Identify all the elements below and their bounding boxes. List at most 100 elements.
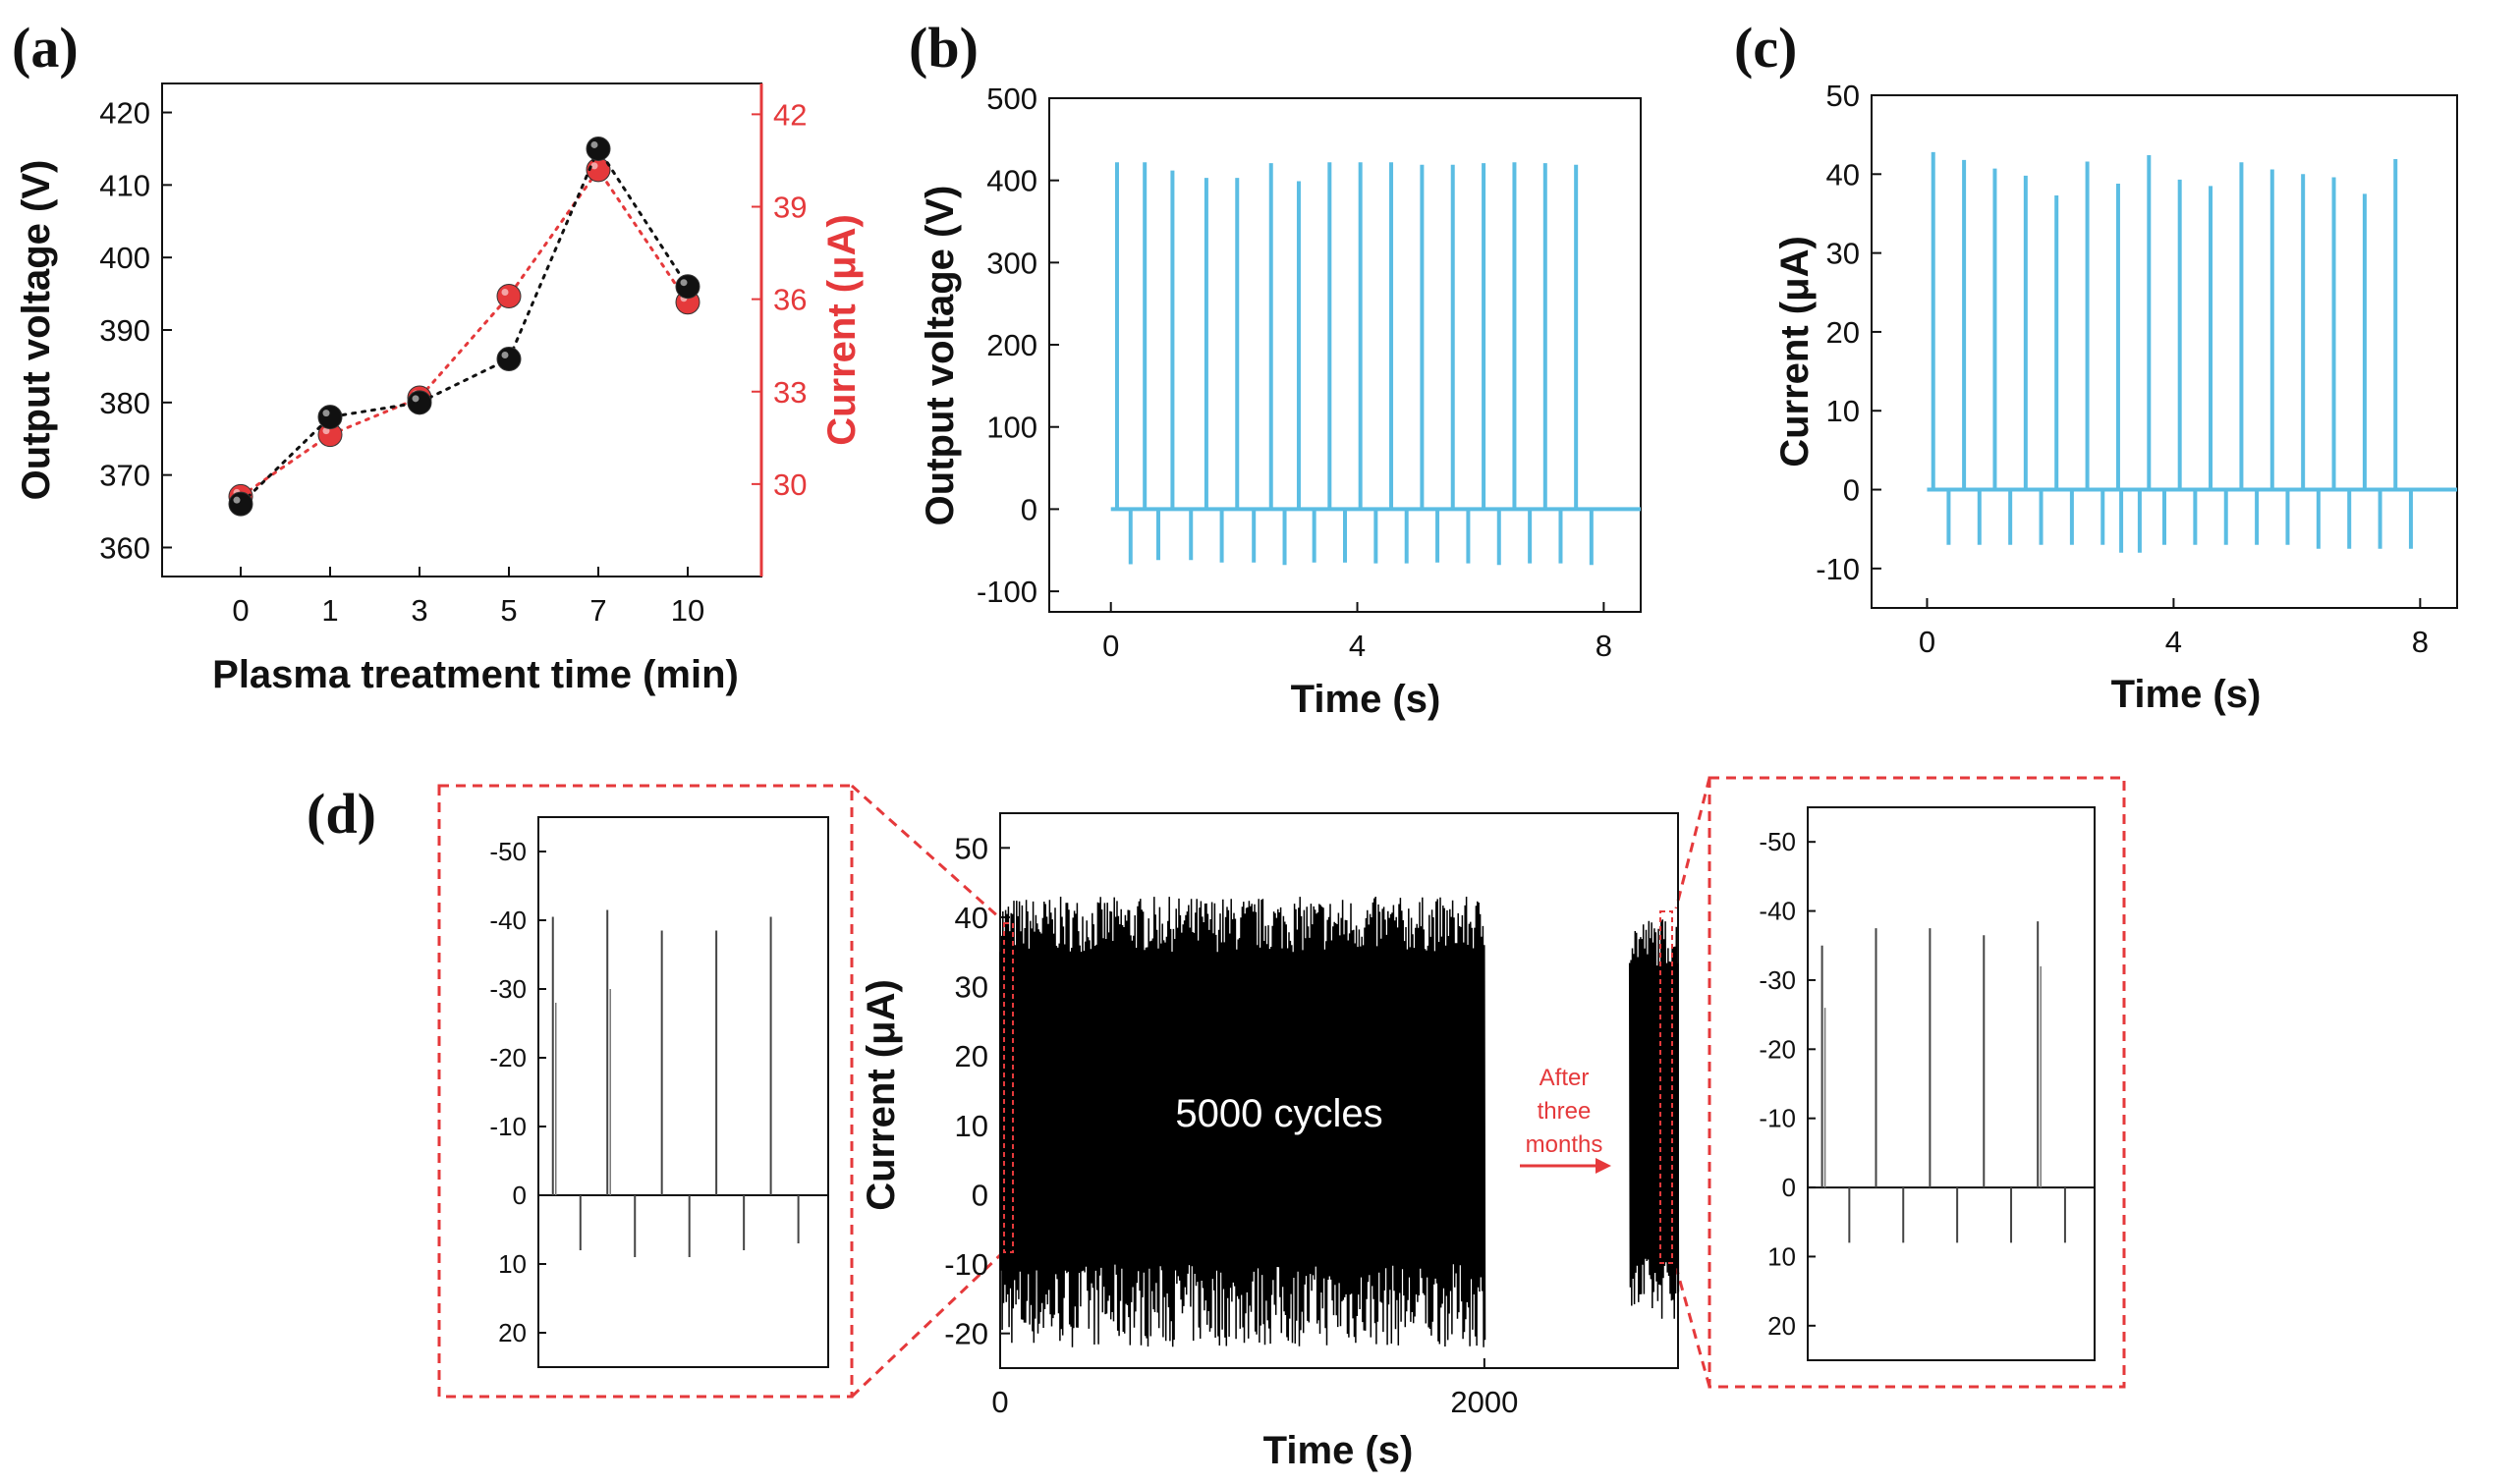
- a-voltage-point-highlight: [233, 496, 241, 504]
- panel-b-y-ticks: -100 0 100 200 300 400 500: [977, 82, 1059, 609]
- panel-b: (b) -100 0 100 200 300 400 500 0 4 8 Time (s) Ou…: [909, 16, 1642, 721]
- right-inset-ytick-label: 0: [1782, 1173, 1796, 1202]
- right-inset: -50 -40 -30 -20 -10 0 10 20: [1759, 827, 2095, 1341]
- right-zoom-connector-top: [1674, 777, 1711, 909]
- c-ytick-label: -10: [1816, 552, 1860, 586]
- panel-b-ylabel: Output voltage (V): [919, 186, 962, 526]
- a-current-line: [239, 167, 690, 498]
- b-ytick-label: 200: [986, 328, 1037, 362]
- arrow-label-line-3: months: [1526, 1131, 1603, 1158]
- d-ytick-label: 30: [955, 970, 988, 1005]
- a-voltage-point: [586, 136, 611, 161]
- a-current-point-highlight: [590, 162, 598, 170]
- c-ytick-label: 30: [1826, 237, 1860, 271]
- left-inset-ytick-label: -30: [489, 974, 527, 1004]
- right-inset-ytick-label: 10: [1767, 1241, 1796, 1271]
- b-ytick-label: 400: [986, 164, 1037, 198]
- c-ytick-label: 40: [1826, 157, 1860, 192]
- a-y2tick-label: 42: [773, 97, 807, 132]
- panel-d-trace: [999, 896, 1680, 1347]
- left-inset-frame: [537, 816, 829, 1368]
- d-ytick-label: 0: [972, 1178, 988, 1212]
- d-trace-segment-2: [1628, 919, 1680, 1319]
- right-inset-ytick-label: -30: [1759, 965, 1796, 995]
- a-xtick-label: 0: [232, 593, 249, 628]
- b-xtick-label: 4: [1349, 629, 1366, 663]
- a-ytick-label: 410: [99, 168, 150, 202]
- right-inset-ytick-label: -10: [1759, 1104, 1796, 1133]
- d-ytick-label: 50: [955, 831, 988, 865]
- left-zoom-region-marker: [1003, 922, 1014, 1253]
- left-inset-ytick-label: -20: [489, 1043, 527, 1072]
- a-current-point-highlight: [322, 427, 330, 435]
- d-ytick-label: -20: [944, 1317, 988, 1351]
- panel-c-ylabel: Current (μA): [1773, 236, 1817, 467]
- b-xtick-label: 8: [1596, 629, 1612, 663]
- arrow-label-line-1: After: [1540, 1065, 1590, 1091]
- d-ytick-label: 20: [955, 1039, 988, 1073]
- a-voltage-point: [496, 347, 522, 372]
- a-xtick-label: 1: [321, 593, 338, 628]
- c-xtick-label: 8: [2412, 625, 2429, 659]
- left-inset: -50 -40 -30 -20 -10 0 10 20: [489, 837, 828, 1347]
- left-inset-ytick-label: -50: [489, 837, 527, 866]
- left-inset-ytick-label: 0: [513, 1181, 527, 1210]
- a-ytick-label: 420: [99, 96, 150, 131]
- a-voltage-point-highlight: [680, 279, 688, 287]
- panel-a-letter: (a): [12, 16, 79, 80]
- c-xtick-label: 4: [2165, 625, 2182, 659]
- b-ytick-label: 100: [986, 411, 1037, 445]
- c-ytick-label: 0: [1843, 473, 1860, 508]
- a-voltage-point-highlight: [590, 140, 598, 148]
- d-xtick-label: 0: [991, 1385, 1008, 1419]
- a-voltage-point-highlight: [322, 410, 330, 417]
- a-xtick-label: 5: [500, 593, 517, 628]
- left-inset-ytick-label: 10: [498, 1249, 527, 1279]
- panel-c-xlabel: Time (s): [2111, 673, 2262, 716]
- panel-d-y-ticks: -20 -10 0 10 20 30 40 50: [944, 831, 1010, 1351]
- a-voltage-point: [228, 491, 253, 517]
- left-inset-ytick-label: -40: [489, 906, 527, 935]
- right-inset-ytick-label: -20: [1759, 1034, 1796, 1064]
- panel-a: (a) 360 370 380 390 400 410 420 30 33 36 39 42 0 1 3…: [12, 16, 864, 696]
- panel-c-signal: [1927, 151, 2457, 553]
- panel-c-x-ticks: 0 4 8: [1919, 598, 2429, 659]
- after-three-months-arrow: After three months: [1520, 1065, 1611, 1174]
- a-ytick-label: 380: [99, 386, 150, 420]
- a-voltage-point-highlight: [412, 395, 420, 403]
- panel-a-x-ticks: 0 1 3 5 7 10: [232, 567, 704, 628]
- b-ytick-label: -100: [977, 575, 1037, 609]
- a-voltage-point: [317, 405, 343, 430]
- a-xtick-label: 3: [411, 593, 427, 628]
- d-ytick-label: 10: [955, 1109, 988, 1143]
- c-ytick-label: 10: [1826, 394, 1860, 428]
- panel-a-right-ticks: 30 33 36 39 42: [752, 97, 807, 502]
- panel-c-frame: [1871, 94, 2458, 609]
- panel-a-y2label: Current (μA): [820, 214, 864, 446]
- a-ytick-label: 400: [99, 241, 150, 275]
- panel-c-y-ticks: -10 0 10 20 30 40 50: [1816, 79, 1881, 586]
- right-inset-ytick-label: -40: [1759, 897, 1796, 926]
- d-xtick-label: 2000: [1450, 1385, 1518, 1419]
- d-trace-segment-1: [999, 896, 1486, 1347]
- panel-d-letter: (d): [307, 782, 376, 846]
- a-voltage-point: [675, 274, 700, 300]
- d-ytick-label: -10: [944, 1247, 988, 1282]
- panel-a-ylabel: Output voltage (V): [15, 160, 58, 501]
- a-voltage-point-highlight: [501, 352, 509, 359]
- right-inset-frame: [1807, 806, 2096, 1361]
- left-zoom-connector-bottom: [850, 1253, 1002, 1399]
- panel-b-frame: [1048, 97, 1642, 613]
- b-xtick-label: 0: [1102, 629, 1119, 663]
- a-y2tick-label: 36: [773, 283, 807, 317]
- panel-a-xlabel: Plasma treatment time (min): [212, 653, 739, 696]
- panel-d-ylabel: Current (μA): [860, 979, 903, 1211]
- panel-a-left-ticks: 360 370 380 390 400 410 420: [99, 96, 172, 565]
- panel-d-x-ticks: 0 2000: [991, 1358, 1518, 1419]
- panel-b-x-ticks: 0 4 8: [1102, 602, 1612, 663]
- left-inset-ytick-label: 20: [498, 1318, 527, 1347]
- right-zoom-region-marker: [1659, 910, 1673, 1264]
- a-current-point-highlight: [501, 288, 509, 296]
- right-zoom-connector-bottom: [1674, 1266, 1711, 1388]
